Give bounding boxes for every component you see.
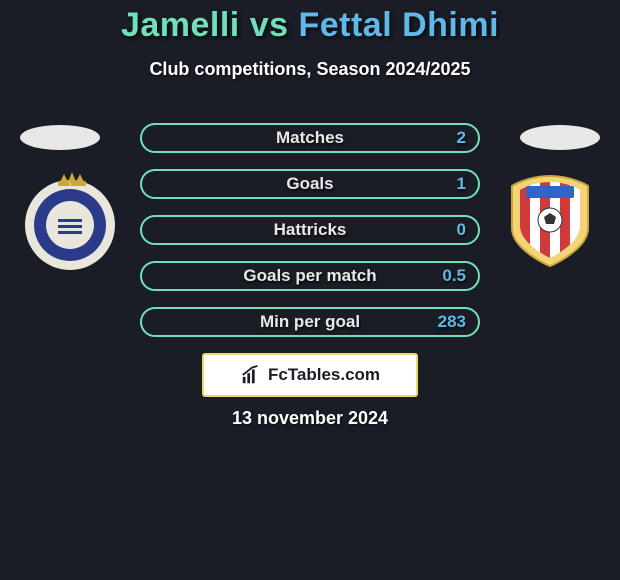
player-left-marker (20, 125, 100, 150)
club-badge-left (20, 170, 120, 270)
club-crest-almeria-icon (500, 170, 600, 270)
date-text: 13 november 2024 (0, 408, 620, 429)
stat-row-matches: Matches 2 (140, 123, 480, 153)
title-player1: Jamelli (121, 6, 240, 44)
stat-label: Hattricks (274, 220, 347, 240)
brand-box: FcTables.com (202, 353, 418, 397)
stat-bars: Matches 2 Goals 1 Hattricks 0 Goals per … (140, 123, 480, 337)
stat-label: Goals (286, 174, 333, 194)
stat-label: Matches (276, 128, 344, 148)
title-vs: vs (250, 6, 289, 44)
club-badge-right (500, 170, 600, 270)
stat-value-right: 1 (457, 174, 466, 194)
stat-value-right: 283 (438, 312, 466, 332)
club-crest-deportivo-icon (20, 170, 120, 270)
stat-value-right: 2 (457, 128, 466, 148)
stat-row-hattricks: Hattricks 0 (140, 215, 480, 245)
brand-text: FcTables.com (268, 365, 380, 385)
stat-row-goals: Goals 1 (140, 169, 480, 199)
subtitle: Club competitions, Season 2024/2025 (0, 59, 620, 80)
page-title: Jamelli vs Fettal Dhimi (0, 0, 620, 45)
bar-chart-icon (240, 364, 262, 386)
title-player2: Fettal Dhimi (298, 6, 499, 44)
stat-row-goals-per-match: Goals per match 0.5 (140, 261, 480, 291)
stat-value-right: 0 (457, 220, 466, 240)
stat-label: Goals per match (243, 266, 376, 286)
stat-value-right: 0.5 (442, 266, 466, 286)
stat-label: Min per goal (260, 312, 360, 332)
player-right-marker (520, 125, 600, 150)
stat-row-min-per-goal: Min per goal 283 (140, 307, 480, 337)
